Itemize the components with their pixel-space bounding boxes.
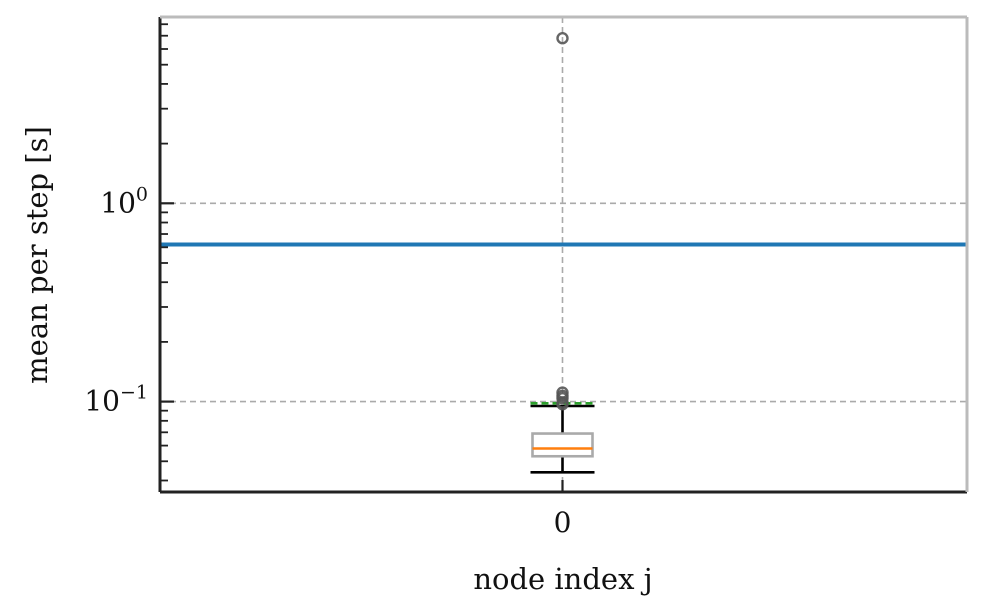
- box-iqr: [531, 432, 594, 458]
- x-tick-label: 0: [554, 506, 572, 539]
- y-tick-label: 100: [100, 183, 148, 219]
- outlier-point: [556, 32, 569, 45]
- y-axis-label: mean per step [s]: [20, 126, 54, 384]
- y-tick-label: 10−1: [84, 382, 148, 418]
- outlier-point: [556, 386, 569, 399]
- x-axis-label: node index j: [473, 562, 652, 596]
- plot-layer: [160, 32, 967, 474]
- tick-layer: 100 10−1 0: [84, 23, 572, 539]
